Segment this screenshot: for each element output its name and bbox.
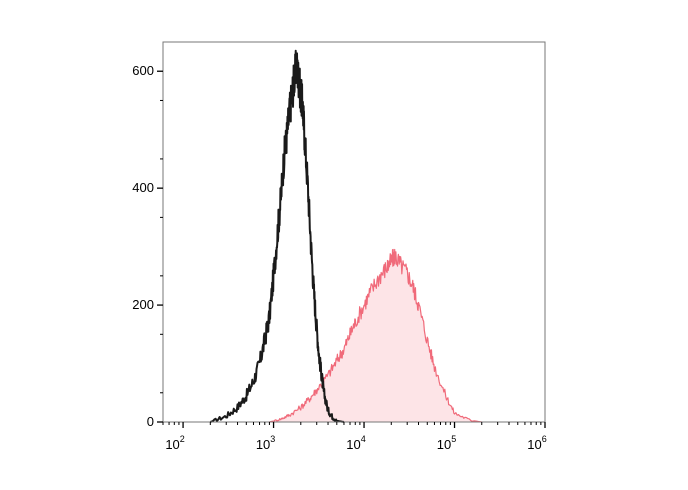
y-tick-label-0: 0: [147, 414, 154, 429]
y-axis: 0 200 400 600: [132, 63, 163, 429]
series-0-line: [209, 49, 345, 423]
x-tick-label-3: 105: [437, 434, 456, 452]
y-tick-label-2: 400: [132, 180, 154, 195]
series-1-area: [269, 249, 482, 422]
x-tick-label-1: 103: [256, 434, 275, 452]
plot-frame: [162, 41, 546, 423]
series-layer: [209, 49, 482, 423]
x-tick-label-4: 106: [527, 434, 546, 452]
y-tick-label-3: 600: [132, 63, 154, 78]
x-axis: 102 103 104 105 106: [162, 422, 547, 452]
x-tick-label-2: 104: [346, 434, 365, 452]
y-tick-label-1: 200: [132, 297, 154, 312]
series-1-line: [269, 248, 482, 423]
x-tick-label-0: 102: [165, 434, 184, 452]
